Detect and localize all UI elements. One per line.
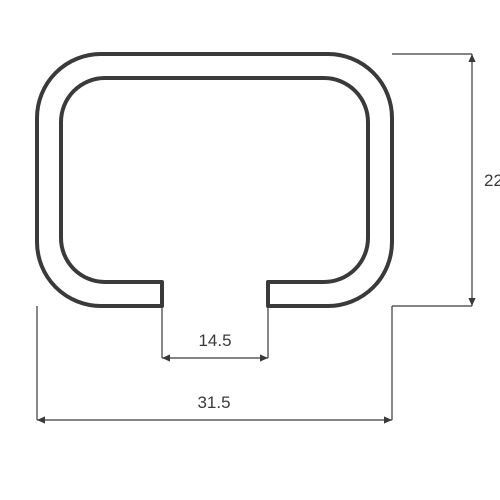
- dim-overall-width-arrow-left: [37, 416, 45, 423]
- dim-height-label: 22: [484, 171, 500, 190]
- dim-height-arrow-top: [468, 54, 475, 62]
- dim-slot-width-label: 14.5: [198, 331, 231, 350]
- dim-slot-width-arrow-left: [162, 354, 170, 361]
- dim-height-arrow-bottom: [468, 298, 475, 306]
- dim-slot-width-arrow-right: [260, 354, 268, 361]
- dim-overall-width-label: 31.5: [197, 393, 230, 412]
- dim-overall-width-arrow-right: [384, 416, 392, 423]
- c-channel-profile: [37, 54, 392, 306]
